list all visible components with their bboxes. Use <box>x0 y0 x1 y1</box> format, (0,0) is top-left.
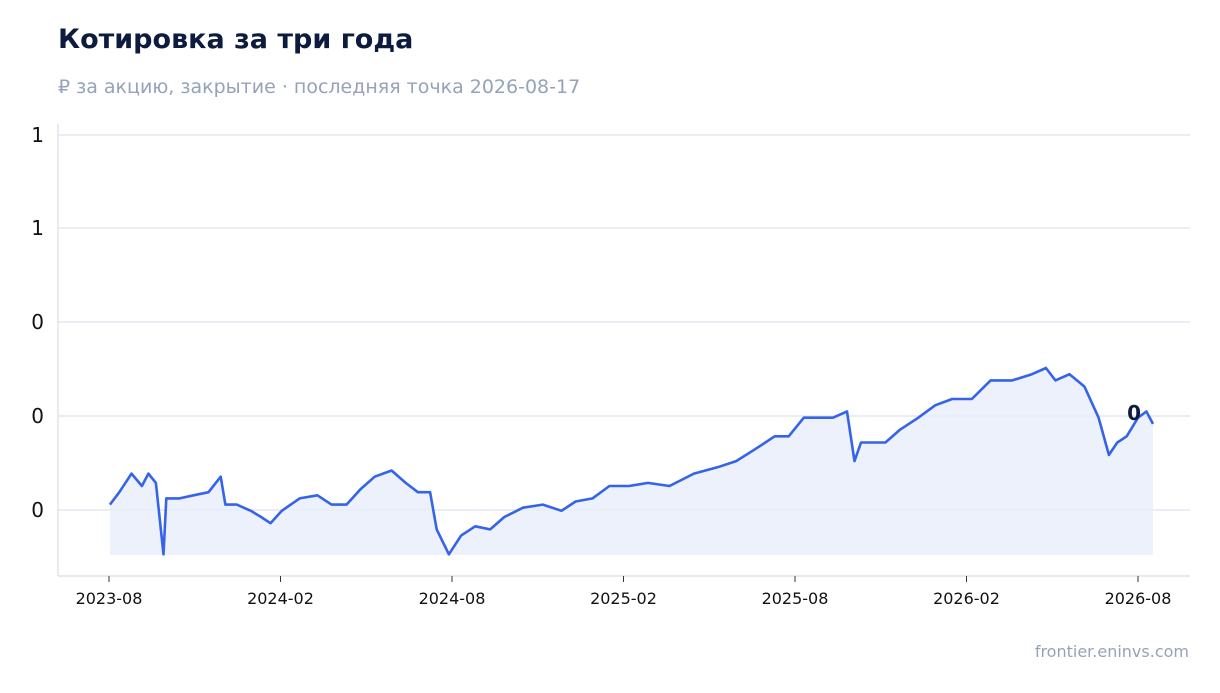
x-tick-label: 2025-08 <box>762 589 829 608</box>
y-tick-label: 1 <box>31 216 44 240</box>
last-point-label: 0 <box>1127 401 1141 425</box>
price-area <box>109 368 1153 555</box>
y-axis-ticks: 1 1 0 0 0 <box>31 123 44 522</box>
chart-subtitle: ₽ за акцию, закрытие · последняя точка 2… <box>58 76 581 98</box>
x-tick-label: 2024-02 <box>247 589 314 608</box>
x-tick-label: 2024-08 <box>419 589 486 608</box>
price-line <box>108 366 1155 556</box>
y-tick-label: 0 <box>31 498 44 522</box>
x-tick-label: 2023-08 <box>76 589 143 608</box>
x-tick-label: 2026-02 <box>933 589 1000 608</box>
y-tick-label: 1 <box>31 123 44 147</box>
y-tick-label: 0 <box>31 310 44 334</box>
chart-title: Котировка за три года <box>58 24 414 55</box>
x-tick-label: 2026-08 <box>1105 589 1172 608</box>
y-tick-label: 0 <box>31 404 44 428</box>
x-axis-ticks: 2023-08 2024-02 2024-08 2025-02 2025-08 2026-… <box>76 576 1172 608</box>
source-credit: frontier.eninvs.com <box>1034 642 1189 661</box>
x-tick-label: 2025-02 <box>590 589 657 608</box>
